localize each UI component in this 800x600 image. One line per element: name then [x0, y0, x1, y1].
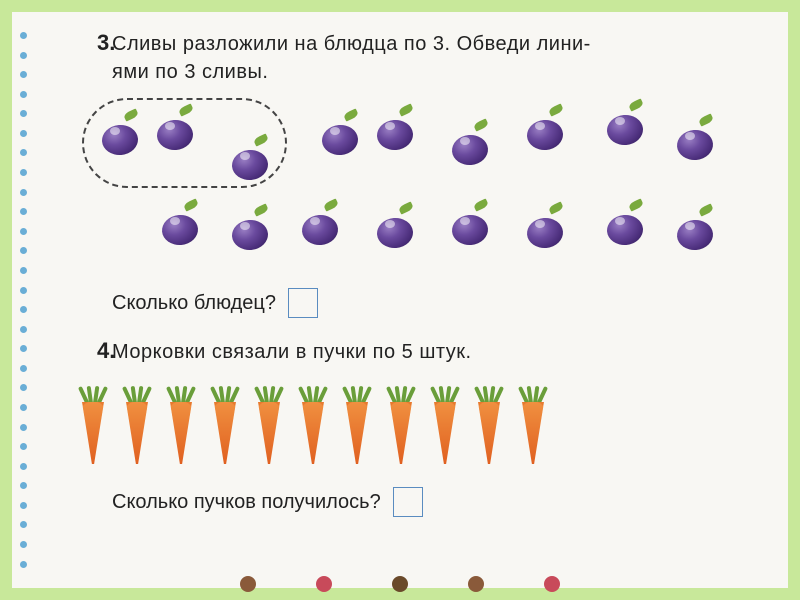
carrot-icon: [429, 384, 461, 469]
carrot-icon: [121, 384, 153, 469]
problem-3-line1: Сливы разложили на блюдца по 3. Обведи л…: [112, 33, 591, 55]
carrot-icon: [341, 384, 373, 469]
plum-icon: [607, 103, 649, 145]
plum-icon: [452, 203, 494, 245]
problem-4-number: 4.: [97, 338, 115, 364]
deco-dot: [392, 576, 408, 592]
carrot-illustration-area: [72, 384, 748, 469]
plum-icon: [157, 108, 199, 150]
bottom-decoration: [12, 576, 788, 596]
plum-icon: [377, 108, 419, 150]
problem-4-question-row: Сколько пучков получилось?: [72, 487, 748, 517]
carrot-icon: [77, 384, 109, 469]
plum-icon: [452, 123, 494, 165]
plum-icon: [162, 203, 204, 245]
deco-dot: [468, 576, 484, 592]
problem-3-question: Сколько блюдец?: [112, 292, 276, 315]
plum-icon: [232, 138, 274, 180]
problem-4-answer-box[interactable]: [393, 487, 423, 517]
problem-3: 3. Сливы разложили на блюдца по 3. Обвед…: [72, 30, 748, 318]
page-border: 3. Сливы разложили на блюдца по 3. Обвед…: [0, 0, 800, 600]
problem-4: 4. Морковки связали в пучки по 5 штук. С…: [72, 338, 748, 517]
problem-3-line2: ями по 3 сливы.: [112, 61, 268, 83]
plum-icon: [322, 113, 364, 155]
plum-icon: [527, 108, 569, 150]
plum-icon: [527, 206, 569, 248]
plum-icon: [302, 203, 344, 245]
plum-icon: [607, 203, 649, 245]
problem-3-answer-box[interactable]: [288, 288, 318, 318]
carrot-icon: [253, 384, 285, 469]
problem-3-question-row: Сколько блюдец?: [72, 288, 748, 318]
problem-4-question: Сколько пучков получилось?: [112, 491, 381, 514]
carrot-icon: [297, 384, 329, 469]
worksheet-page: 3. Сливы разложили на блюдца по 3. Обвед…: [12, 12, 788, 588]
carrot-icon: [473, 384, 505, 469]
plum-illustration-area: [72, 98, 748, 278]
carrot-icon: [517, 384, 549, 469]
carrot-icon: [209, 384, 241, 469]
problem-3-number: 3.: [97, 30, 115, 56]
plum-icon: [377, 206, 419, 248]
deco-dot: [240, 576, 256, 592]
plum-icon: [232, 208, 274, 250]
problem-4-text: Морковки связали в пучки по 5 штук.: [72, 338, 748, 366]
deco-dot: [544, 576, 560, 592]
carrot-icon: [165, 384, 197, 469]
deco-dot: [316, 576, 332, 592]
problem-3-text: Сливы разложили на блюдца по 3. Обведи л…: [72, 30, 748, 86]
carrot-icon: [385, 384, 417, 469]
plum-icon: [677, 208, 719, 250]
plum-icon: [102, 113, 144, 155]
plum-icon: [677, 118, 719, 160]
